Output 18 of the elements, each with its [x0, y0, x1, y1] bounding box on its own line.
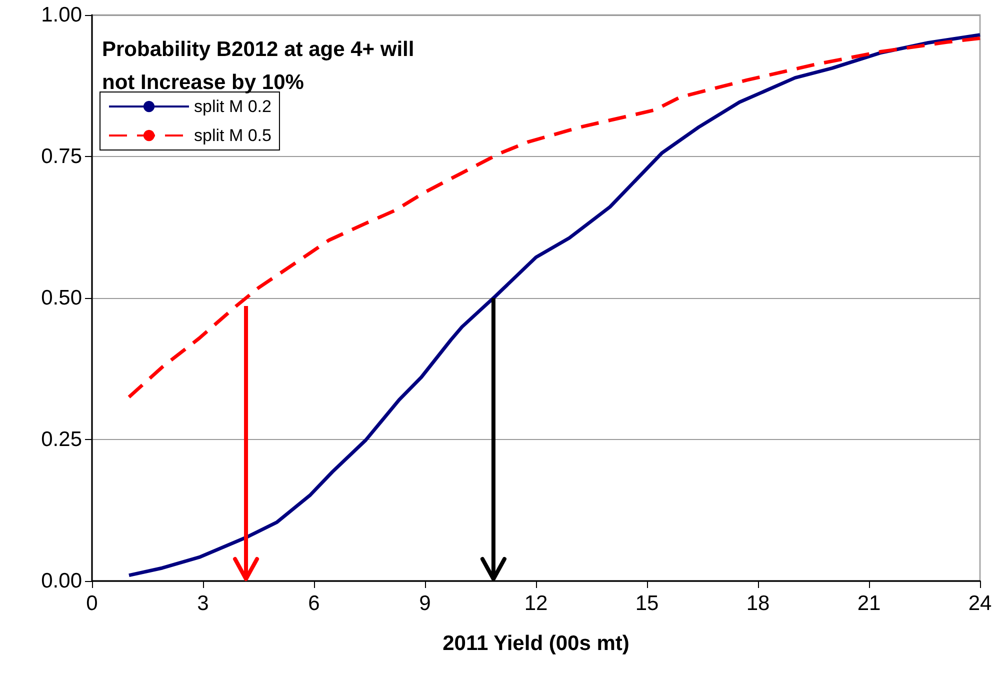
x-tick-label: 9	[419, 592, 431, 615]
text: Probability B2012 at age 4+ will not Increase by 10%	[102, 38, 420, 94]
x-tick-label: 3	[197, 592, 209, 615]
x-tick-label: 0	[86, 592, 98, 615]
y-tick-label: 0.50	[41, 286, 82, 310]
y-tick-label: 1.00	[41, 4, 82, 26]
x-tick-label: 24	[968, 592, 992, 615]
x-tick-label: 15	[635, 592, 659, 615]
legend-label: split M 0.5	[194, 126, 272, 145]
y-tick-label: 0.00	[41, 570, 82, 592]
x-tick-label: 6	[308, 592, 320, 615]
legend-label: split M 0.2	[194, 97, 272, 116]
x-axis-title: 2011 Yield (00s mt)	[442, 632, 630, 655]
y-tick-label: 0.25	[41, 428, 82, 451]
x-tick-label: 21	[857, 592, 881, 615]
y-tick-label: 0.75	[41, 145, 82, 168]
x-tick-label: 18	[746, 592, 770, 615]
x-tick-label: 12	[524, 592, 548, 615]
